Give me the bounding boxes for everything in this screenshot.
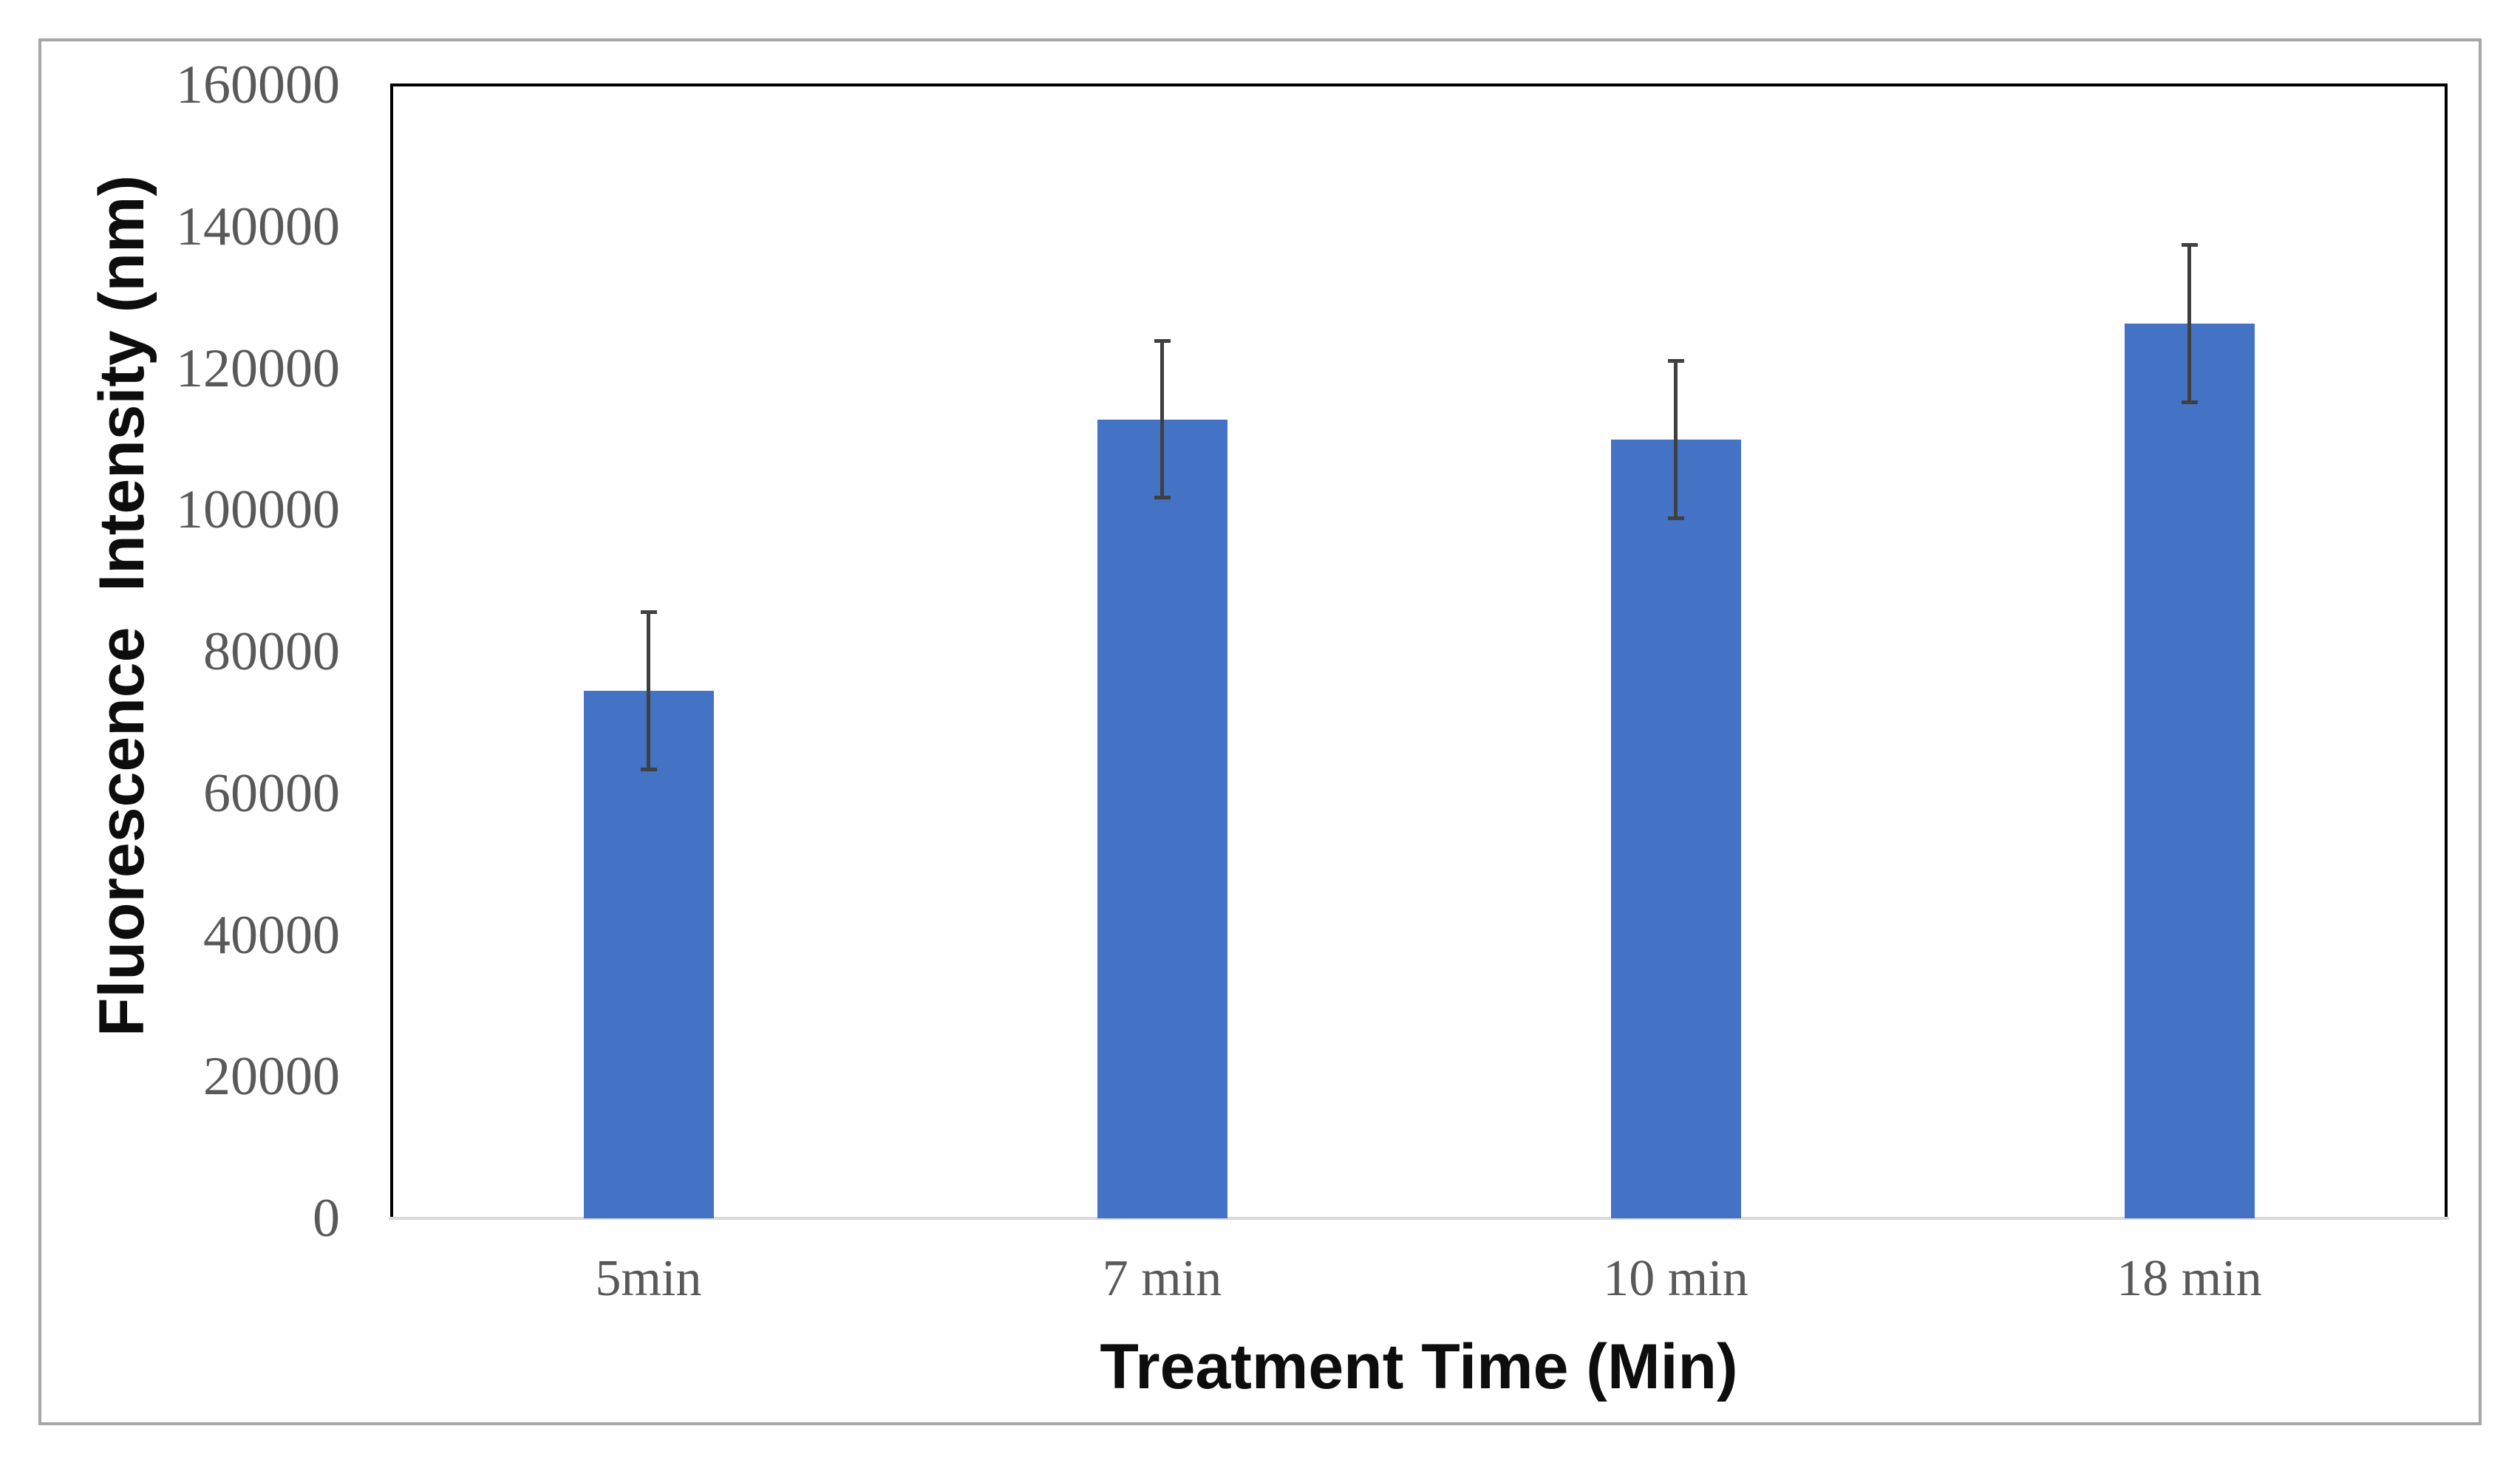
x-axis-title: Treatment Time (Min) bbox=[1100, 1331, 1738, 1402]
y-tick-label: 40000 bbox=[203, 904, 340, 966]
error-bar-bottom-cap bbox=[640, 767, 657, 771]
x-tick-label: 18 min bbox=[2117, 1250, 2262, 1307]
y-tick-label: 20000 bbox=[203, 1046, 340, 1107]
error-bar-top-cap bbox=[640, 610, 657, 614]
y-tick-label: 80000 bbox=[203, 621, 340, 682]
error-bar-bottom-cap bbox=[1154, 496, 1171, 500]
error-bar-top-cap bbox=[1667, 359, 1684, 364]
bar bbox=[2124, 324, 2255, 1218]
y-axis-title: Fluorescence Intensity (nm) bbox=[86, 174, 157, 1037]
y-tick-label: 160000 bbox=[176, 55, 340, 115]
error-bar-line bbox=[1674, 361, 1678, 519]
y-tick-label: 100000 bbox=[176, 479, 340, 541]
error-bar-bottom-cap bbox=[2181, 400, 2198, 405]
y-tick-label: 0 bbox=[313, 1188, 340, 1249]
plot-area bbox=[390, 83, 2448, 1218]
y-tick-label: 140000 bbox=[176, 196, 340, 257]
bar bbox=[1097, 419, 1227, 1218]
y-tick-label: 120000 bbox=[176, 338, 340, 399]
error-bar-bottom-cap bbox=[1667, 516, 1684, 521]
x-tick-label: 10 min bbox=[1603, 1250, 1748, 1307]
error-bar-line bbox=[1160, 341, 1164, 498]
error-bar-line bbox=[2187, 245, 2191, 403]
error-bar-line bbox=[647, 612, 650, 770]
bar bbox=[1610, 440, 1741, 1218]
error-bar-top-cap bbox=[2181, 243, 2198, 248]
x-tick-label: 5min bbox=[595, 1250, 702, 1307]
y-tick-label: 60000 bbox=[203, 762, 340, 824]
x-axis-line bbox=[389, 1217, 2449, 1220]
error-bar-top-cap bbox=[1154, 338, 1171, 343]
bar bbox=[583, 690, 714, 1218]
x-tick-label: 7 min bbox=[1102, 1250, 1222, 1307]
